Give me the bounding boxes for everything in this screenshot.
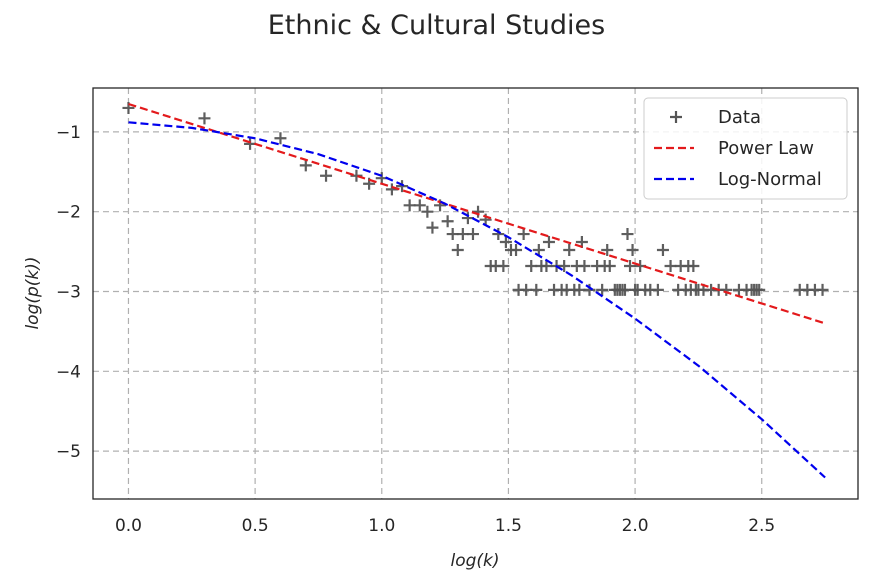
plot-frame xyxy=(92,87,859,500)
x-axis-label: log(k) xyxy=(450,551,499,571)
data-point-marker xyxy=(720,283,733,296)
data-point-marker xyxy=(274,132,287,145)
data-point-marker xyxy=(517,228,530,241)
data-point-marker xyxy=(532,244,545,257)
data-point-marker xyxy=(558,259,571,272)
data-point-marker xyxy=(421,205,434,218)
data-point-marker xyxy=(461,212,474,225)
y-tick-label: −3 xyxy=(56,283,81,303)
data-point-marker xyxy=(540,259,553,272)
legend-label: Data xyxy=(718,107,761,128)
y-tick-label: −2 xyxy=(56,203,81,223)
data-point-marker xyxy=(299,159,312,172)
data-point-marker xyxy=(687,259,700,272)
log-normal-line xyxy=(128,121,826,479)
data-point-marker xyxy=(466,228,479,241)
data-point-marker xyxy=(596,283,609,296)
y-tick-label: −5 xyxy=(56,442,81,462)
y-axis-label: log(p(k)) xyxy=(23,256,43,329)
data-point-marker xyxy=(583,283,596,296)
data-point-marker xyxy=(122,101,135,114)
data-point-marker xyxy=(403,199,416,212)
data-point-marker xyxy=(451,244,464,257)
x-tick-label: 2.5 xyxy=(748,516,775,536)
x-tick-label: 1.0 xyxy=(368,516,395,536)
data-point-marker xyxy=(446,228,459,241)
x-tick-label: 0.5 xyxy=(242,516,269,536)
data-scatter-series xyxy=(122,101,829,296)
legend-box xyxy=(643,97,848,200)
data-point-marker xyxy=(626,244,639,257)
data-point-marker xyxy=(753,283,766,296)
power-law-line xyxy=(128,102,826,325)
data-point-marker xyxy=(497,259,510,272)
data-point-marker xyxy=(651,283,664,296)
data-point-marker xyxy=(656,244,669,257)
data-point-marker xyxy=(542,236,555,249)
data-point-marker xyxy=(499,236,512,249)
plot-area xyxy=(122,101,829,479)
legend-label: Log-Normal xyxy=(718,169,822,190)
legend-entries: Data Power Law Log-Normal xyxy=(654,107,822,190)
legend-marker-data xyxy=(670,111,682,123)
data-point-marker xyxy=(510,244,523,257)
data-point-marker xyxy=(664,259,677,272)
x-tick-label: 2.0 xyxy=(622,516,649,536)
data-point-marker xyxy=(578,259,591,272)
grid-lines xyxy=(93,88,858,499)
data-point-marker xyxy=(426,221,439,234)
data-point-marker xyxy=(530,283,543,296)
data-point-marker xyxy=(198,112,211,125)
data-point-marker xyxy=(441,215,454,228)
y-tick-label: −1 xyxy=(56,123,81,143)
data-point-marker xyxy=(601,244,614,257)
axis-ticks: 0.0 0.5 1.0 1.5 2.0 2.5 −1 −2 −3 −4 −5 xyxy=(56,123,775,536)
data-point-marker xyxy=(492,228,505,241)
data-point-marker xyxy=(563,244,576,257)
data-point-marker xyxy=(618,283,631,296)
data-point-marker xyxy=(350,169,363,182)
data-point-marker xyxy=(525,259,538,272)
legend: Data Power Law Log-Normal xyxy=(643,97,848,200)
data-point-marker xyxy=(320,169,333,182)
x-tick-label: 1.5 xyxy=(495,516,522,536)
data-point-marker xyxy=(244,137,257,150)
data-point-marker xyxy=(413,199,426,212)
data-point-marker xyxy=(603,259,616,272)
legend-label: Power Law xyxy=(718,138,814,159)
data-point-marker xyxy=(520,283,533,296)
data-point-marker xyxy=(396,180,409,193)
data-point-marker xyxy=(573,283,586,296)
data-point-marker xyxy=(456,228,469,241)
data-point-marker xyxy=(621,228,634,241)
y-tick-label: −4 xyxy=(56,362,81,382)
data-point-marker xyxy=(624,259,637,272)
chart-title: Ethnic & Cultural Studies xyxy=(267,10,606,41)
x-tick-label: 0.0 xyxy=(115,516,142,536)
data-point-marker xyxy=(816,283,829,296)
